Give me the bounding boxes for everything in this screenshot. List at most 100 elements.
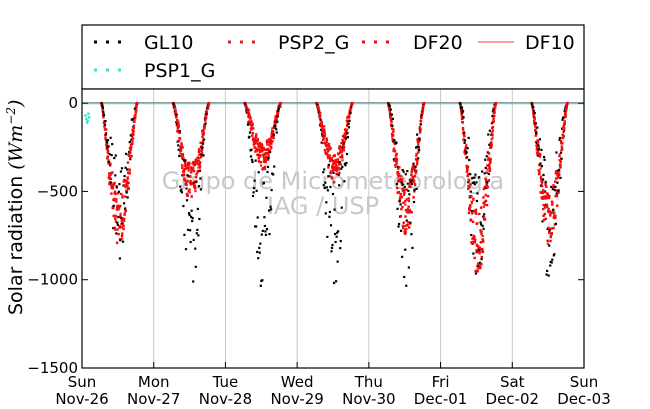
psp2-g-point: [553, 211, 556, 214]
df20-point: [323, 134, 326, 137]
df20-point: [533, 119, 536, 123]
df20-point: [191, 182, 195, 186]
df20-point: [182, 173, 186, 177]
df20-point: [419, 128, 422, 131]
psp2-g-point: [399, 195, 402, 199]
psp2-g-point: [483, 203, 486, 206]
df20-point: [538, 153, 542, 157]
df20-point: [197, 159, 200, 163]
df20-point: [124, 185, 127, 189]
psp2-g-point: [337, 168, 340, 171]
df20-point: [189, 179, 192, 183]
df20-point: [271, 140, 274, 143]
gl10-point: [265, 196, 268, 199]
psp2-g-point: [392, 128, 395, 131]
psp2-g-point: [388, 109, 392, 113]
df20-point: [343, 128, 347, 131]
gl10-point: [337, 173, 340, 176]
df20-point: [330, 158, 333, 161]
df20-point: [338, 145, 341, 148]
psp2-g-point: [247, 109, 251, 112]
gl10-point: [201, 146, 204, 149]
df20-point: [337, 162, 341, 166]
psp2-g-point: [113, 197, 116, 200]
df20-point: [397, 190, 400, 194]
x-tick-date: Nov-27: [127, 390, 180, 408]
gl10-point: [253, 179, 256, 182]
psp2-g-point: [113, 228, 117, 231]
df20-point: [192, 160, 195, 164]
psp2-g-point: [402, 224, 405, 228]
psp2-g-point: [127, 187, 130, 191]
gl10-point: [319, 118, 322, 122]
gl10-point: [105, 139, 108, 142]
gl10-point: [557, 190, 560, 193]
df20-point: [466, 165, 470, 169]
gl10-point: [552, 208, 555, 211]
gl10-point: [261, 229, 264, 232]
gl10-point: [182, 204, 185, 208]
gl10-point: [329, 185, 332, 189]
psp2-g-point: [537, 146, 541, 149]
df20-point: [341, 156, 344, 159]
gl10-point: [469, 190, 472, 193]
psp2-g-point: [123, 219, 126, 223]
psp2-g-point: [470, 201, 474, 205]
df20-point: [389, 118, 393, 122]
df20-point: [392, 130, 395, 133]
psp2-g-point: [551, 201, 554, 204]
gl10-point: [104, 119, 107, 123]
psp2-g-point: [179, 152, 182, 155]
df20-point: [115, 208, 119, 211]
psp2-g-point: [558, 153, 561, 156]
psp2-g-point: [412, 177, 415, 180]
legend-dot-marker: [374, 40, 377, 44]
df20-point: [549, 239, 552, 243]
df20-point: [473, 256, 476, 260]
gl10-point: [481, 224, 484, 227]
gl10-point: [184, 248, 188, 251]
gl10-point: [125, 152, 128, 156]
psp2-g-point: [490, 138, 493, 141]
legend-dot-marker: [386, 40, 389, 44]
psp1-g-point: [87, 116, 91, 119]
psp2-g-point: [550, 233, 554, 236]
df20-point: [388, 111, 392, 114]
gl10-point: [331, 243, 334, 247]
df20-point: [402, 201, 405, 205]
df20-point: [561, 133, 565, 136]
psp2-g-point: [413, 181, 416, 184]
gl10-point: [259, 242, 262, 245]
gl10-point: [202, 154, 205, 157]
df20-point: [258, 150, 262, 153]
df20-point: [262, 153, 266, 157]
y-axis: 0 −500 −1000 −1500: [27, 94, 584, 377]
gl10-point: [276, 115, 279, 118]
df20-point: [258, 144, 261, 147]
gl10-point: [487, 172, 490, 176]
psp2-g-point: [254, 146, 257, 149]
gl10-point: [541, 178, 545, 181]
psp2-g-point: [260, 143, 264, 146]
psp2-g-point: [484, 194, 487, 197]
psp2-g-point: [555, 195, 559, 198]
df20-point: [262, 146, 265, 150]
psp2-g-point: [348, 114, 351, 117]
psp2-g-point: [491, 129, 495, 132]
df20-point: [400, 207, 403, 211]
gl10-point: [415, 187, 418, 190]
gl10-point: [475, 199, 479, 203]
gl10-point: [344, 164, 347, 167]
psp2-g-point: [203, 128, 206, 131]
df20-point: [348, 115, 351, 119]
gl10-point: [185, 199, 189, 202]
psp2-g-point: [122, 225, 125, 228]
df20-point: [129, 143, 133, 147]
gl10-point: [118, 257, 122, 260]
gl10-point: [475, 181, 478, 184]
gl10-point: [472, 181, 475, 184]
gl10-point: [418, 138, 421, 141]
gl10-point: [198, 169, 202, 172]
legend-dot-marker: [240, 40, 243, 44]
psp2-g-point: [107, 159, 110, 162]
